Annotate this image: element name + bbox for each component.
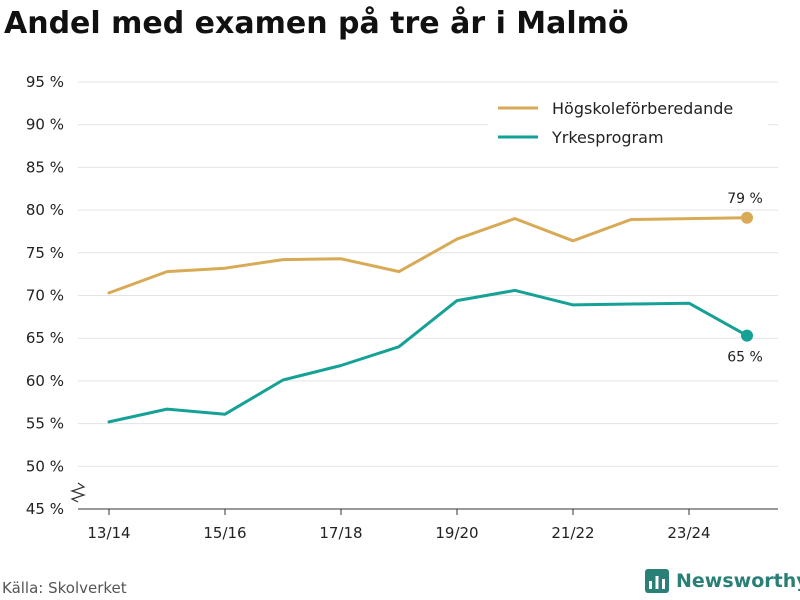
legend-label: Högskoleförberedande — [552, 99, 733, 118]
brand-name: Newsworthy — [676, 570, 800, 592]
y-tick-label: 60 % — [26, 372, 64, 390]
legend-label: Yrkesprogram — [551, 128, 664, 147]
y-tick-label: 65 % — [26, 329, 64, 347]
x-tick-label: 17/18 — [319, 524, 362, 542]
x-tick-label: 13/14 — [87, 524, 130, 542]
brand-logo[interactable]: Newsworthy — [645, 569, 800, 593]
source-label: Källa: Skolverket — [2, 579, 127, 597]
x-tick-label: 19/20 — [435, 524, 478, 542]
gridlines — [78, 81, 778, 467]
y-tick-label: 95 % — [26, 73, 64, 91]
data-label: 79 % — [727, 191, 763, 207]
y-tick-label: 55 % — [26, 415, 64, 433]
data-label: 65 % — [727, 350, 763, 366]
y-tick-label: 85 % — [26, 158, 64, 176]
y-tick-label: 80 % — [26, 201, 64, 219]
y-tick-label: 70 % — [26, 287, 64, 305]
chart-title: Andel med examen på tre år i Malmö — [4, 6, 629, 41]
y-tick-label: 45 % — [26, 500, 64, 518]
axes: 45 % 50 % 55 % 60 % 65 % 70 % 75 % 80 % 85 % 90 %… — [26, 73, 778, 542]
series-end-marker — [741, 329, 753, 342]
x-tick-label: 21/22 — [551, 524, 594, 542]
y-tick-label: 75 % — [26, 244, 64, 262]
x-tick-label: 15/16 — [203, 524, 246, 542]
y-tick-label: 50 % — [26, 457, 64, 475]
y-tick-label: 90 % — [26, 116, 64, 134]
series-line-1 — [107, 288, 749, 424]
axis-break-icon — [70, 482, 86, 503]
newsworthy-logo-icon — [645, 569, 669, 593]
series-line-0 — [107, 216, 749, 295]
x-tick-label: 23/24 — [667, 524, 710, 542]
series: 79 % 65 % — [107, 191, 763, 424]
series-end-marker — [741, 211, 753, 224]
legend-background — [488, 93, 768, 157]
legend: Högskoleförberedande Yrkesprogram — [488, 93, 768, 157]
